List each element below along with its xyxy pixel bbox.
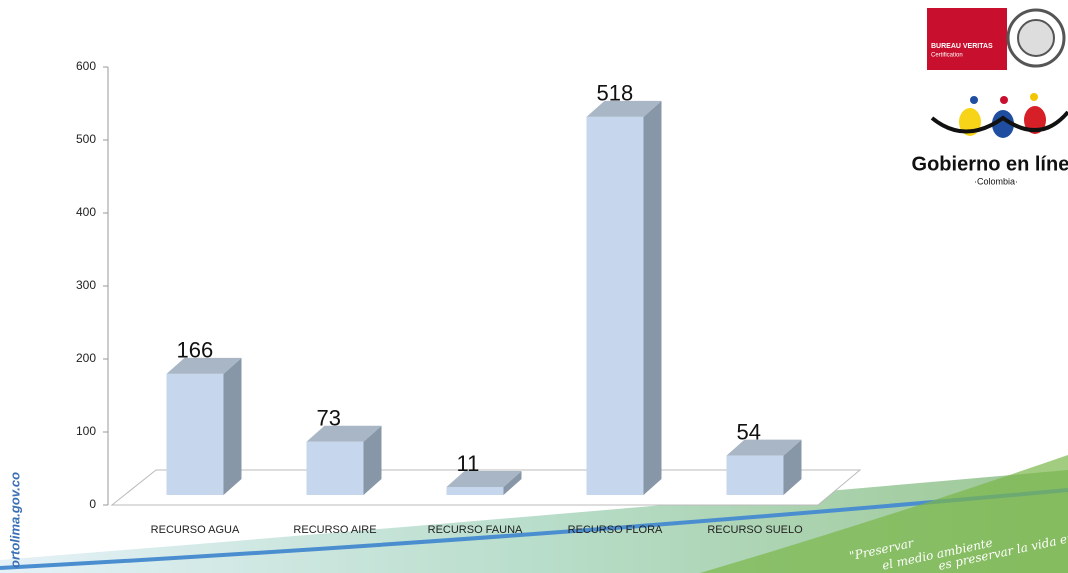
bar-side [783,439,802,495]
bar [446,486,504,495]
bar [726,455,784,495]
x-tick-label: RECURSO AGUA [151,524,240,536]
bar-top [166,357,242,374]
bar-top [726,439,802,456]
bar [306,441,364,495]
bar-top [586,100,662,117]
value-label: 166 [177,338,214,363]
certifier: BUREAU VERITAS [931,43,993,50]
gov-country: ·Colombia· [974,176,1018,186]
y-tick-label: 600 [76,59,96,73]
bar [166,373,224,495]
bar-top [446,470,522,487]
y-tick-label: 300 [76,278,96,292]
x-tick-label: RECURSO AIRE [293,524,376,536]
y-tick-label: 200 [76,351,96,365]
bar-top [306,425,382,442]
x-tick-label: RECURSO SUELO [707,524,803,536]
x-tick-label: RECURSO FAUNA [428,524,523,536]
y-tick-label: 100 [76,424,96,438]
bar-side [643,100,662,496]
website: ortolima.gov.co [7,472,22,568]
y-tick-label: 500 [76,132,96,146]
y-tick-label: 0 [89,497,96,511]
x-tick-label: RECURSO FLORA [568,524,663,536]
y-tick-label: 400 [76,205,96,219]
gov-title: Gobierno en línea [912,153,1068,175]
bar-side [363,425,382,495]
certification-logo: BUREAU VERITAS Certification [927,8,1066,70]
chart: 0 100 200 300 400 500 600 RECURSO AGUA 166 RECURS… [76,59,862,536]
bar-side [223,357,242,495]
bar [586,116,644,496]
value-label: 518 [597,81,634,106]
value-label: 54 [737,419,761,444]
value-label: 11 [457,451,480,476]
certification: Certification [931,53,963,59]
gov-logo: Gobierno en línea ·Colombia· [912,93,1068,186]
bar-side [503,470,522,495]
value-label: 73 [317,406,341,431]
